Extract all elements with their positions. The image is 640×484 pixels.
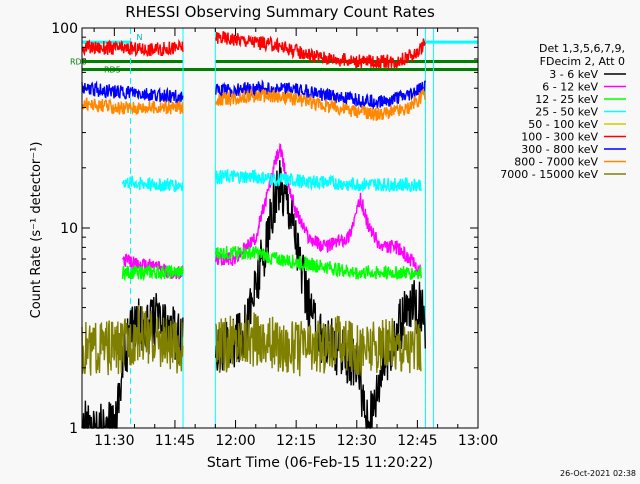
legend-label-2: 12 - 25 keV <box>535 93 598 106</box>
flag-rd0-label: RD0 <box>70 57 87 66</box>
legend-header-line-2: FDecim 2, Att 0 <box>540 55 625 68</box>
legend-label-5: 100 - 300 keV <box>521 131 598 144</box>
y-tick-label-0: 1 <box>69 421 78 437</box>
series-line-7 <box>81 88 426 122</box>
x-axis-label: Start Time (06-Feb-15 11:20:22) <box>207 455 433 471</box>
x-tick-label-0: 11:30 <box>94 433 134 449</box>
series-line-3 <box>121 168 422 193</box>
legend-label-4: 50 - 100 keV <box>528 118 598 131</box>
x-tick-label-4: 12:30 <box>337 433 377 449</box>
y-tick-label-2: 100 <box>51 21 78 37</box>
x-tick-label-6: 13:00 <box>458 433 498 449</box>
chart-title: RHESSI Observing Summary Count Rates <box>125 3 435 21</box>
legend-label-1: 6 - 12 keV <box>542 81 598 94</box>
plot-area: N RD0 RD5 <box>70 28 479 429</box>
legend-header-line-1: Det 1,3,5,6,7,9, <box>539 42 625 55</box>
x-tick-label-2: 12:00 <box>215 433 255 449</box>
legend-label-8: 7000 - 15000 keV <box>500 168 598 181</box>
flag-n-label: N <box>136 33 142 42</box>
series-line-8 <box>81 305 422 377</box>
legend-label-6: 300 - 800 keV <box>521 143 598 156</box>
legend-label-7: 800 - 7000 keV <box>514 156 598 169</box>
legend-label-3: 25 - 50 keV <box>535 106 598 119</box>
x-tick-label-1: 11:45 <box>155 433 195 449</box>
series-line-2 <box>121 246 422 282</box>
x-tick-label-3: 12:15 <box>276 433 316 449</box>
y-axis-label: Count Rate (s⁻¹ detector⁻¹) <box>29 142 44 319</box>
axes: 11:30 11:45 12:00 12:15 12:30 12:45 13:00 1 10 10… <box>51 21 498 449</box>
footer-timestamp: 26-Oct-2021 02:38 <box>560 469 636 478</box>
flag-rd5-label: RD5 <box>104 66 121 75</box>
y-tick-label-1: 10 <box>60 221 78 237</box>
series-line-5 <box>81 30 426 71</box>
x-tick-label-5: 12:45 <box>397 433 437 449</box>
legend-label-0: 3 - 6 keV <box>549 68 598 81</box>
